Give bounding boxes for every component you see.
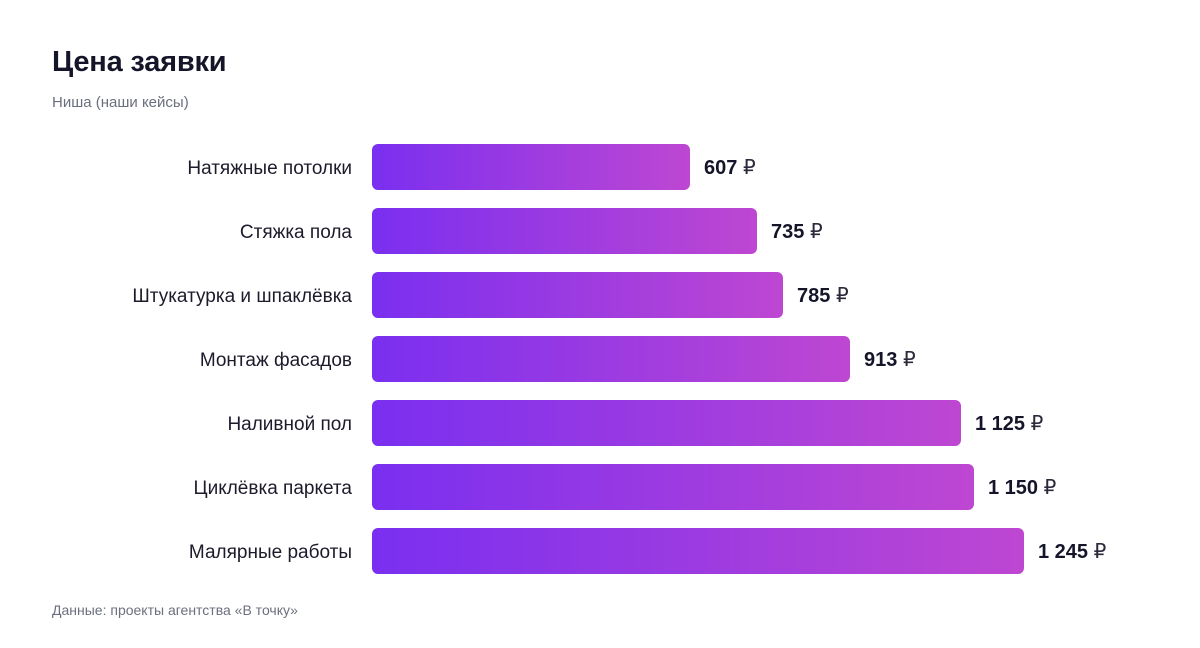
bar (372, 464, 974, 510)
category-label: Штукатурка и шпаклёвка (132, 286, 352, 307)
category-label: Монтаж фасадов (200, 350, 352, 371)
category-label: Наливной пол (227, 414, 352, 435)
value-label: 735 ₽ (771, 221, 823, 243)
category-label: Циклёвка паркета (194, 478, 353, 499)
bar (372, 528, 1024, 574)
value-label: 1 245 ₽ (1038, 541, 1107, 563)
value-label: 1 125 ₽ (975, 413, 1044, 435)
category-label: Малярные работы (189, 542, 352, 563)
value-label: 607 ₽ (704, 157, 756, 179)
value-label: 1 150 ₽ (988, 477, 1057, 499)
chart-source-note: Данные: проекты агентства «В точку» (52, 602, 298, 618)
chart-title: Цена заявки (52, 46, 227, 78)
value-label: 785 ₽ (797, 285, 849, 307)
category-label: Стяжка пола (240, 222, 353, 243)
category-label: Натяжные потолки (187, 158, 352, 179)
value-label: 913 ₽ (864, 349, 916, 371)
bar (372, 272, 783, 318)
bar (372, 144, 690, 190)
chart-subtitle: Ниша (наши кейсы) (52, 94, 189, 111)
bar (372, 336, 850, 382)
bar (372, 208, 757, 254)
bars-group: Натяжные потолки 607 ₽ Стяжка пола 735 ₽ Шту… (132, 144, 1107, 574)
bar (372, 400, 961, 446)
